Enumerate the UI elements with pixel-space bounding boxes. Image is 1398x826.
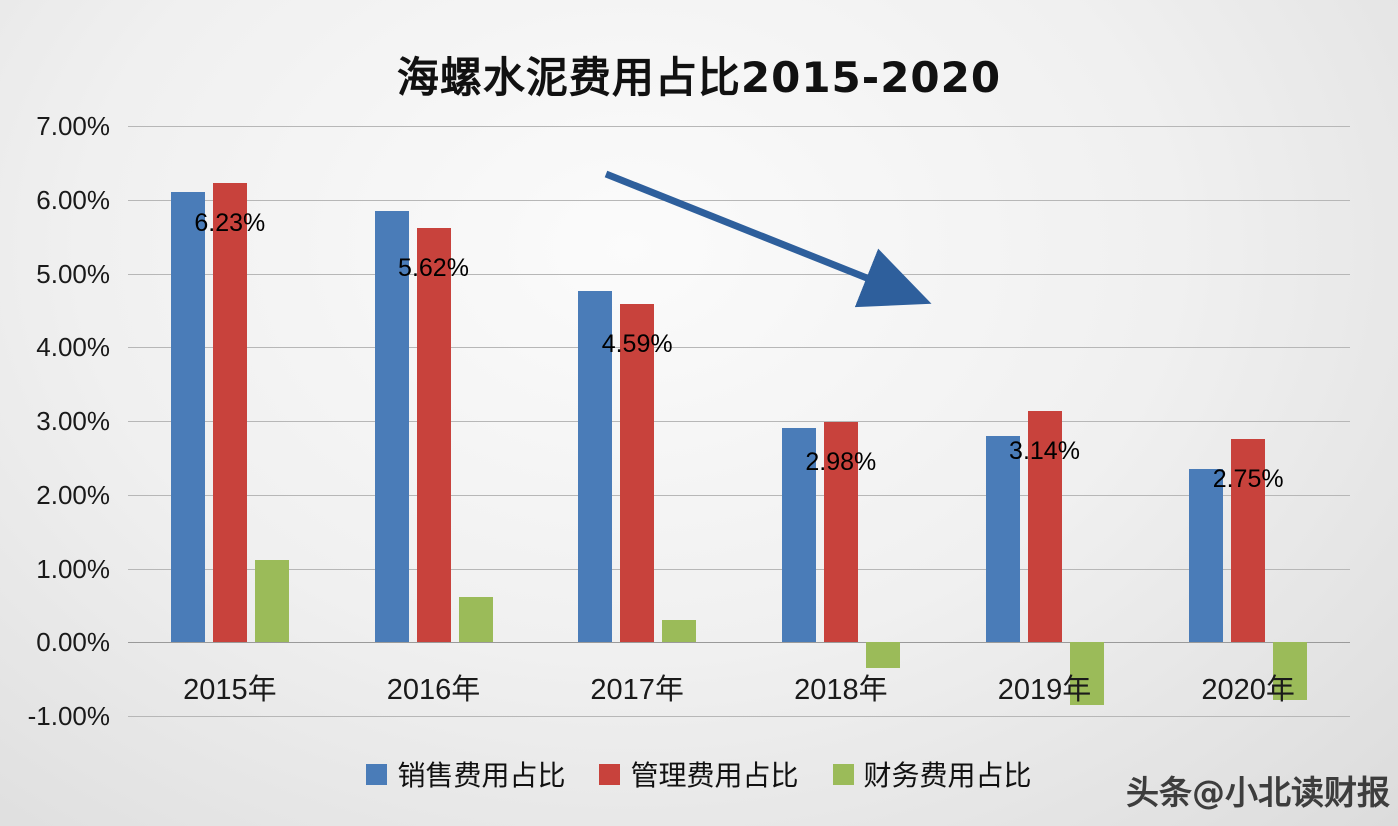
bar — [458, 596, 493, 643]
legend-item: 销售费用占比 — [366, 754, 565, 794]
bar — [865, 642, 900, 669]
x-tick-label: 2015年 — [183, 674, 277, 707]
data-label: 5.62% — [398, 253, 469, 282]
gridline — [128, 199, 1350, 201]
legend-label: 财务费用占比 — [863, 760, 1032, 791]
bar — [1069, 642, 1104, 705]
gridline — [128, 273, 1350, 275]
gridline — [128, 421, 1350, 422]
legend-swatch — [599, 763, 621, 785]
bar — [1189, 468, 1224, 643]
y-tick-label: 2.00% — [36, 479, 110, 510]
y-tick-label: 5.00% — [36, 258, 110, 289]
bar — [620, 303, 655, 643]
bar — [985, 435, 1020, 643]
data-label: 3.14% — [1009, 436, 1080, 465]
gridline — [128, 494, 1350, 496]
bar — [1027, 410, 1062, 643]
legend-label: 销售费用占比 — [397, 760, 566, 791]
x-tick-label: 2018年 — [794, 674, 888, 707]
x-tick-label: 2020年 — [1201, 674, 1295, 707]
bar — [823, 422, 858, 643]
legend: 销售费用占比 管理费用占比 财务费用占比 — [0, 754, 1398, 794]
bar — [254, 559, 289, 643]
x-tick-label: 2017年 — [590, 674, 684, 707]
bar — [781, 427, 816, 643]
gridline — [128, 716, 1350, 717]
gridline — [128, 568, 1350, 570]
gridline — [128, 642, 1350, 644]
watermark: 头条@小北读财报 — [1126, 773, 1390, 812]
x-tick-label: 2019年 — [997, 674, 1092, 707]
y-tick-label: 7.00% — [36, 111, 110, 141]
legend-swatch — [366, 763, 388, 785]
bar — [578, 291, 613, 643]
y-tick-label: 1.00% — [36, 553, 110, 584]
y-tick-label: -1.00% — [27, 701, 110, 731]
x-tick-label: 2016年 — [386, 674, 481, 707]
gridline — [128, 347, 1350, 349]
y-tick-label: 3.00% — [36, 406, 110, 436]
y-tick-label: 0.00% — [36, 627, 110, 658]
data-label: 4.59% — [601, 329, 673, 358]
data-label: 2.98% — [805, 448, 877, 477]
bar — [662, 620, 697, 643]
bar — [1231, 439, 1266, 643]
bar — [1273, 642, 1308, 700]
chart-title: 海螺水泥费用占比2015-2020 — [396, 53, 1002, 102]
legend-item: 管理费用占比 — [599, 754, 799, 794]
data-label: 2.75% — [1212, 465, 1284, 494]
bar — [416, 227, 451, 643]
legend-label: 管理费用占比 — [630, 760, 799, 791]
bar — [170, 192, 205, 643]
y-tick-label: 6.00% — [36, 184, 110, 215]
bar — [374, 210, 409, 643]
bar — [212, 182, 247, 643]
data-label: 6.23% — [194, 208, 266, 237]
gridline — [128, 126, 1350, 127]
legend-swatch — [832, 763, 854, 785]
legend-item: 财务费用占比 — [832, 754, 1032, 794]
y-tick-label: 4.00% — [36, 332, 110, 363]
